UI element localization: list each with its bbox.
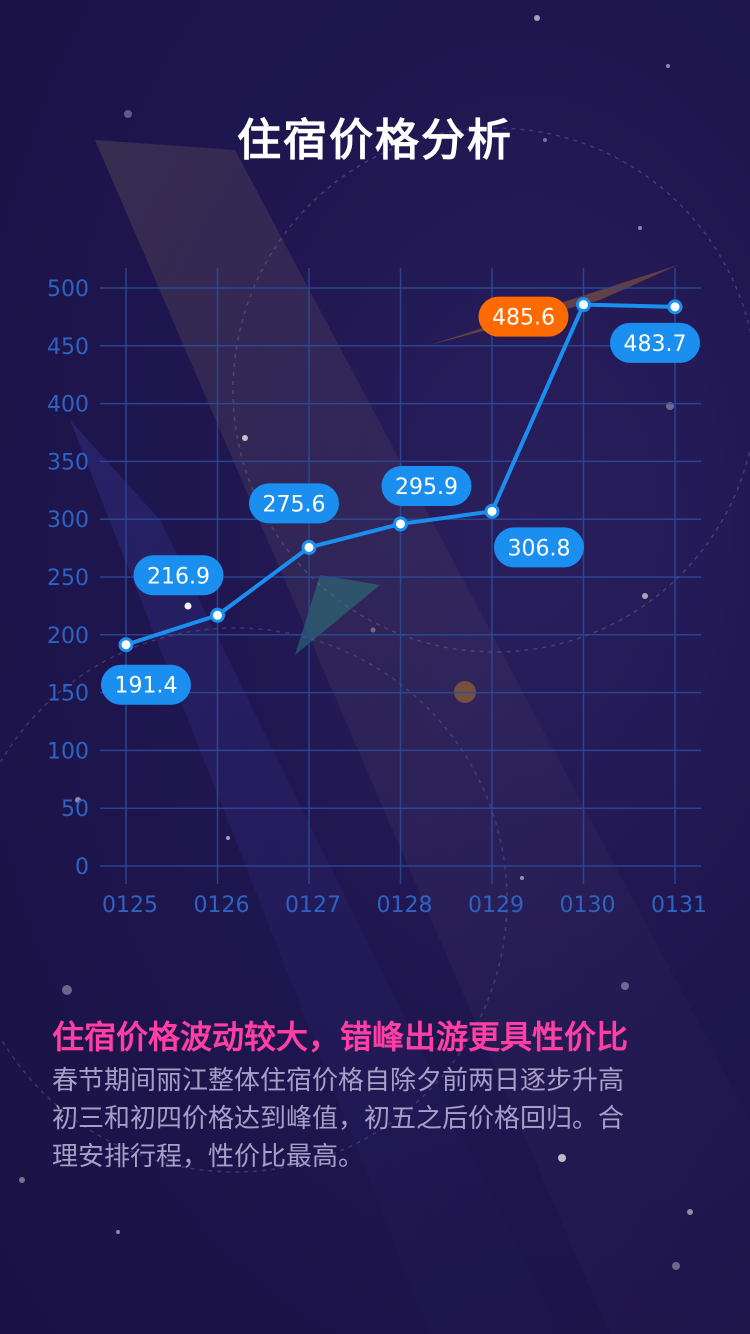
body-line: 理安排行程，性价比最高。 (52, 1142, 365, 1172)
data-label: 295.9 (395, 475, 458, 500)
y-tick-label: 50 (61, 797, 89, 822)
data-point (118, 637, 134, 653)
body-text: 春节期间丽江整体住宿价格自除夕前两日逐步升高 初三和初四价格达到峰值，初五之后价… (52, 1062, 702, 1176)
y-tick-label: 300 (47, 508, 89, 533)
chart-axes: 0 50 100 150 200 250 300 350 400 450 500 0125 0126 01… (47, 277, 707, 918)
y-tick-label: 450 (47, 335, 89, 360)
x-tick-label: 0128 (377, 893, 433, 918)
data-label: 275.6 (263, 492, 326, 517)
y-tick-label: 0 (75, 855, 89, 880)
x-tick-label: 0127 (285, 893, 341, 918)
data-label-bg (101, 664, 191, 705)
price-line-chart: 0 50 100 150 200 250 300 350 400 450 500 0125 0126 01… (47, 268, 707, 918)
page-title: 住宿价格分析 (237, 115, 513, 166)
data-label-bg (478, 296, 569, 337)
y-tick-label: 100 (47, 739, 89, 764)
data-label: 483.7 (624, 332, 687, 357)
data-label-bg (133, 555, 224, 596)
x-tick-label: 0130 (560, 893, 616, 918)
x-tick-label: 0126 (194, 893, 250, 918)
y-tick-label: 150 (47, 682, 89, 707)
data-point (301, 539, 317, 555)
data-label-bg (249, 483, 339, 524)
data-label: 485.6 (492, 306, 555, 331)
data-point (393, 516, 408, 532)
x-tick-label: 0125 (102, 893, 158, 918)
data-label: 216.9 (147, 564, 210, 589)
y-tick-label: 250 (47, 566, 89, 591)
body-line: 春节期间丽江整体住宿价格自除夕前两日逐步升高 (52, 1066, 625, 1096)
x-tick-label: 0129 (468, 893, 524, 918)
body-line: 初三和初四价格达到峰值，初五之后价格回归。合 (52, 1104, 625, 1134)
chart-series (118, 297, 683, 653)
y-tick-label: 500 (47, 277, 89, 302)
data-label-bg (494, 527, 584, 568)
chart-data-labels: 191.4 216.9 275.6 295.9 306.8 485.6 483.7 (101, 296, 700, 705)
data-point (576, 297, 591, 313)
data-point (667, 299, 683, 315)
y-tick-label: 400 (47, 393, 89, 418)
headline: 住宿价格波动较大，错峰出游更具性价比 (52, 1018, 629, 1056)
data-label-bg (381, 465, 472, 506)
data-label: 191.4 (115, 674, 178, 699)
y-tick-label: 350 (47, 450, 89, 475)
data-label: 306.8 (508, 536, 571, 561)
data-label-bg (610, 322, 700, 363)
data-point (210, 607, 225, 623)
y-tick-label: 200 (47, 624, 89, 649)
x-tick-label: 0131 (651, 893, 707, 918)
data-point (484, 503, 500, 519)
